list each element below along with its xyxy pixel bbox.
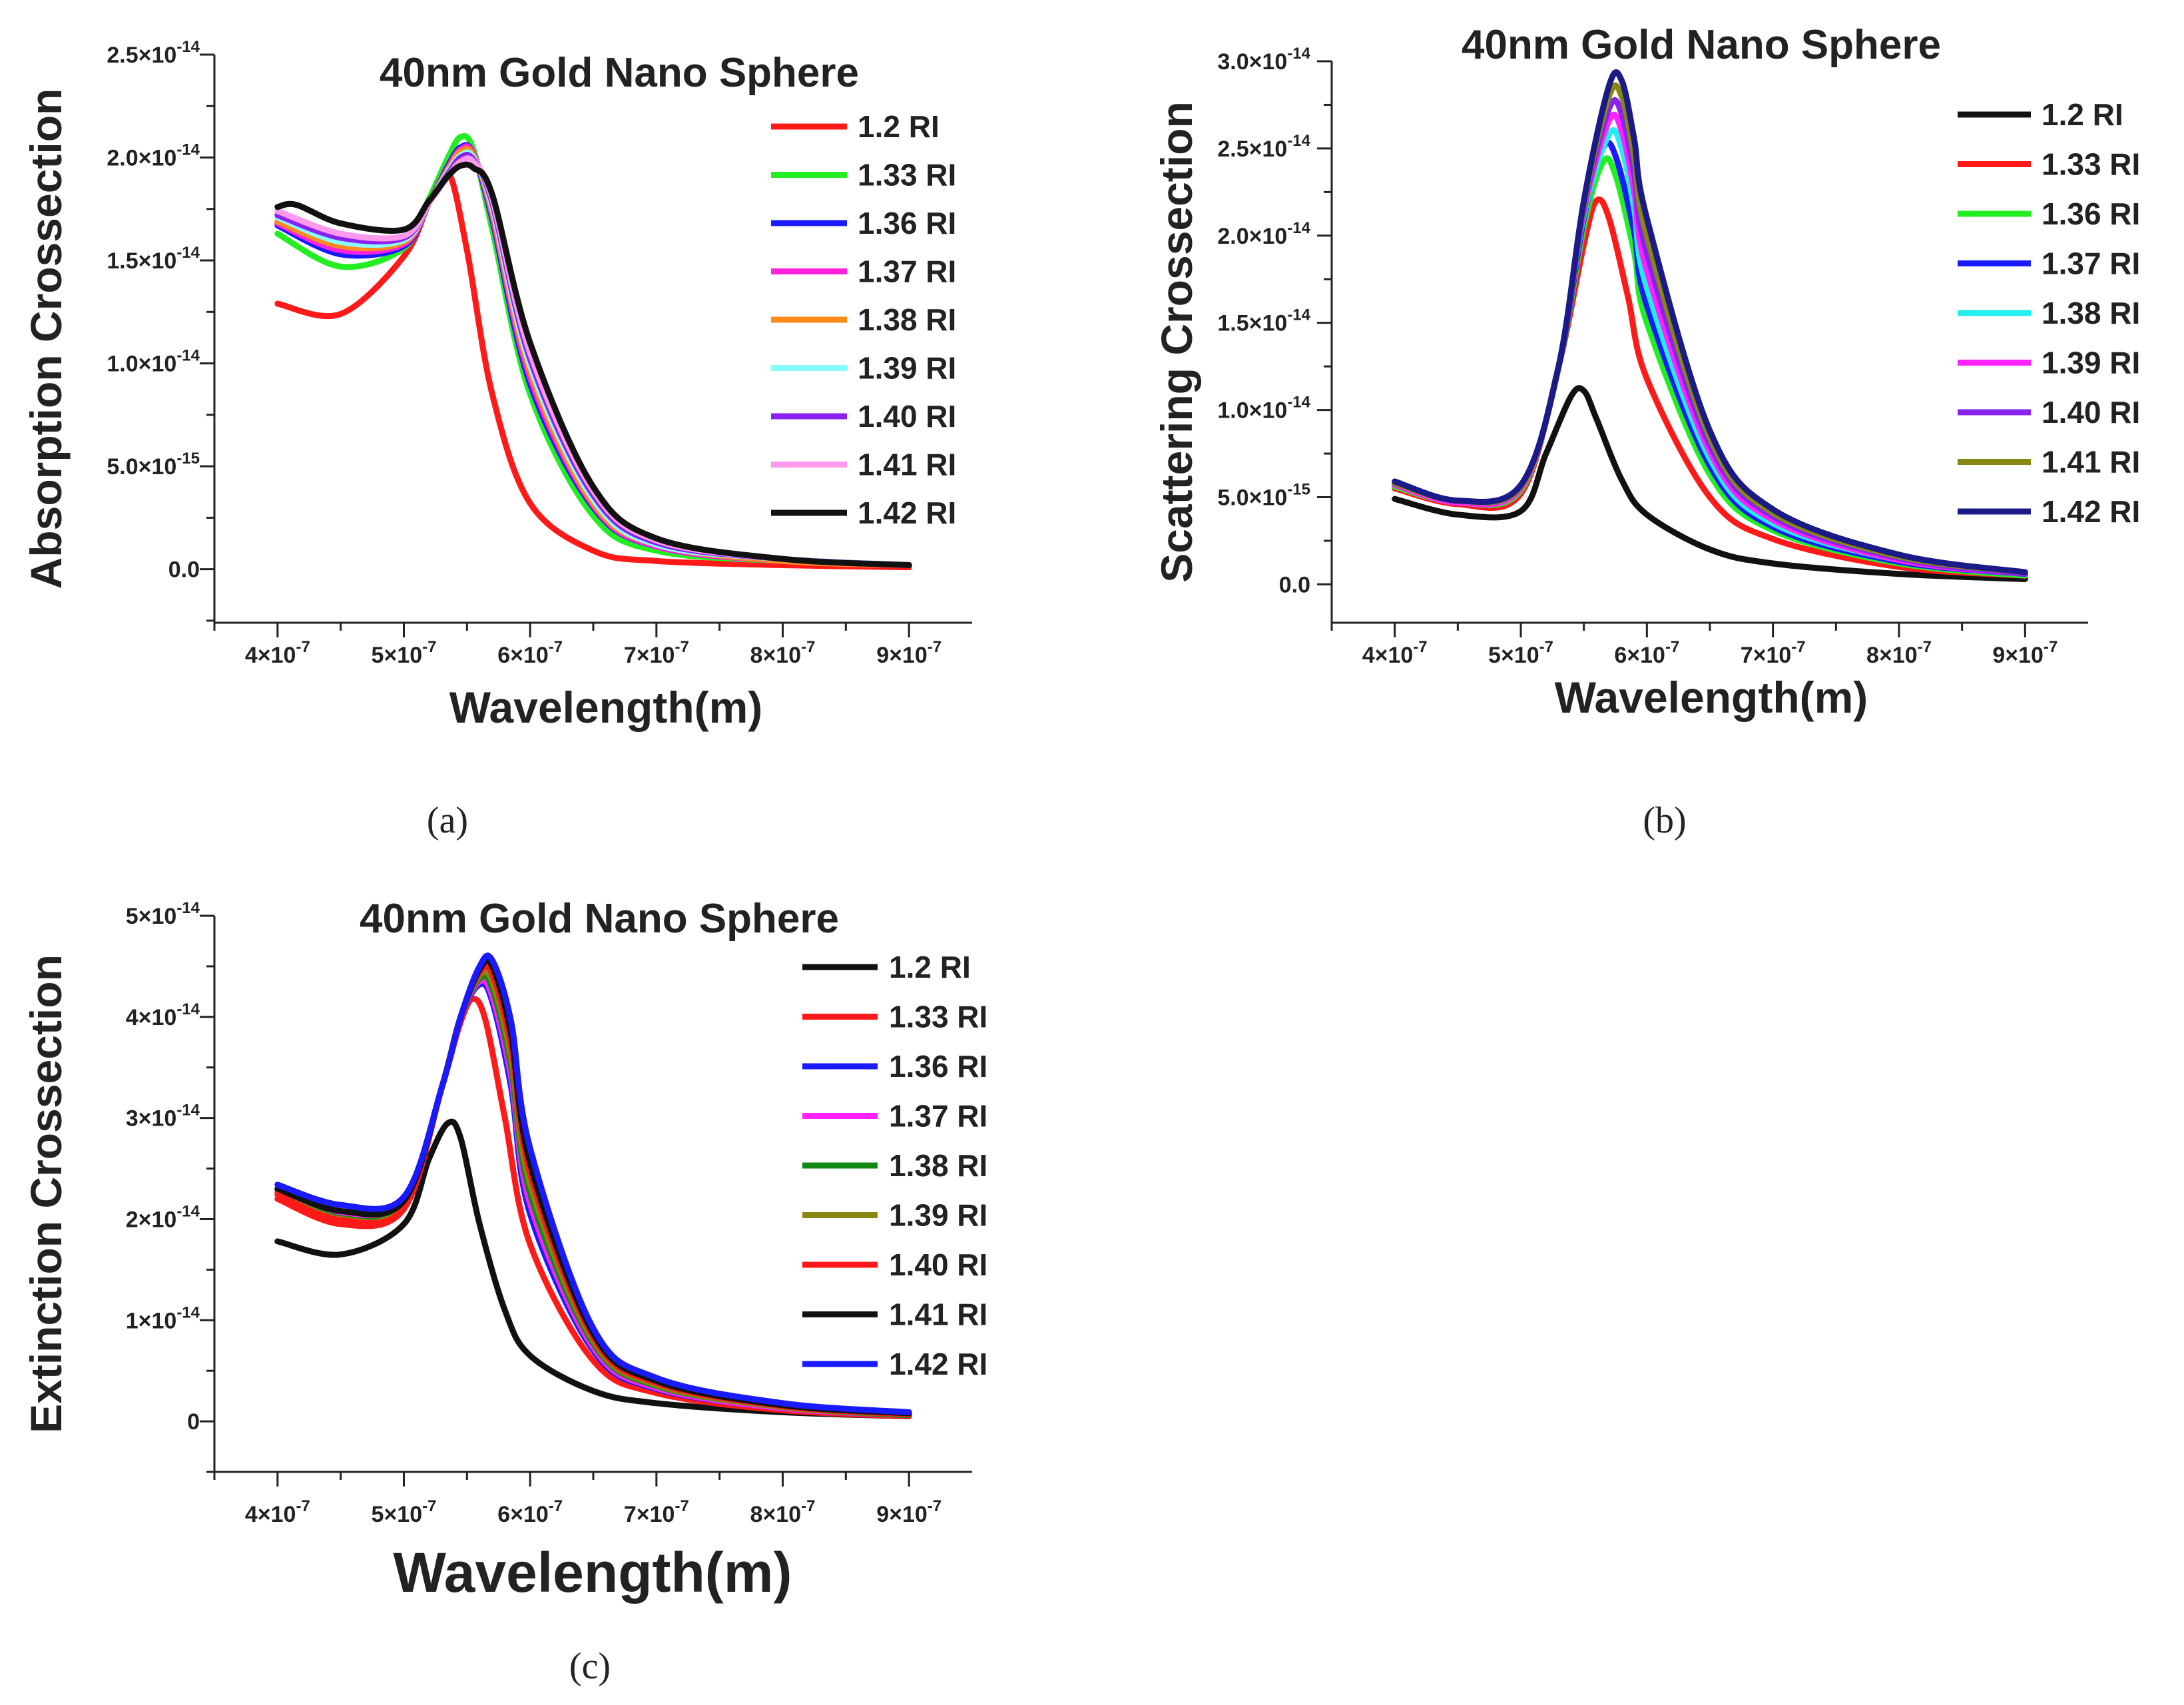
- y-axis-label: Extinction Crossection: [21, 954, 71, 1433]
- legend-label: 1.2 RI: [858, 109, 940, 144]
- panel-caption: (a): [427, 800, 468, 841]
- legend: 1.2 RI 1.33 RI 1.36 RI 1.37 RI 1.38 RI 1.39 R…: [771, 109, 956, 530]
- panel-caption: (c): [569, 1646, 611, 1687]
- x-axis-label: Wavelength(m): [449, 683, 763, 732]
- y-tick-label: 4×10-14: [126, 1000, 200, 1030]
- legend-label: 1.39 RI: [2042, 346, 2140, 380]
- legend-label: 1.36 RI: [2042, 196, 2140, 231]
- y-tick-label: 2×10-14: [126, 1202, 200, 1232]
- legend: 1.2 RI 1.33 RI 1.36 RI 1.37 RI 1.38 RI 1.39 R…: [802, 950, 987, 1381]
- x-tick-label: 6×10-7: [1614, 638, 1679, 668]
- legend-label: 1.42 RI: [2042, 494, 2140, 529]
- x-tick-label: 9×10-7: [876, 638, 942, 668]
- y-tick-label: 1.0×10-14: [107, 347, 200, 377]
- legend-label: 1.41 RI: [858, 448, 956, 482]
- x-tick-label: 5×10-7: [372, 638, 437, 668]
- legend-label: 1.39 RI: [889, 1198, 987, 1233]
- x-tick-label: 8×10-7: [750, 638, 816, 668]
- legend: 1.2 RI 1.33 RI 1.36 RI 1.37 RI 1.38 RI 1.39 R…: [1958, 97, 2140, 529]
- y-tick-label: 3×10-14: [126, 1102, 200, 1132]
- legend-label: 1.38 RI: [889, 1148, 987, 1183]
- x-tick-label: 8×10-7: [1866, 638, 1932, 668]
- legend-label: 1.37 RI: [2042, 246, 2140, 281]
- y-axis-label: Absorption Crossection: [21, 89, 71, 589]
- chart-title: 40nm Gold Nano Sphere: [1462, 22, 1941, 68]
- series-line-1_2-RI: [274, 167, 912, 571]
- x-tick-label: 6×10-7: [497, 1497, 563, 1527]
- legend-label: 1.33 RI: [2042, 147, 2140, 182]
- series-line-1_42-RI: [274, 161, 912, 568]
- legend-label: 1.33 RI: [889, 1000, 987, 1034]
- series-line-1_39-RI: [274, 149, 912, 568]
- y-tick-label: 1.5×10-14: [107, 244, 200, 274]
- x-axis-label: Wavelength(m): [394, 1541, 792, 1604]
- legend-label: 1.36 RI: [889, 1049, 987, 1084]
- series-line-1_2-RI: [274, 1118, 912, 1419]
- series-line-1_42-RI: [1392, 69, 2028, 575]
- y-tick-label: 0.0: [168, 557, 200, 583]
- chart-panel-2: 4×10-7 5×10-7 6×10-7 7×10-7 8×10-7 9×10-7 0.0 5…: [1152, 22, 2140, 841]
- y-tick-label: 2.0×10-14: [1217, 219, 1310, 249]
- legend-label: 1.38 RI: [2042, 296, 2140, 330]
- y-tick-label: 0: [187, 1409, 200, 1435]
- legend-label: 1.37 RI: [889, 1099, 987, 1134]
- series-line-1_2-RI: [1392, 385, 2028, 582]
- x-tick-label: 9×10-7: [1992, 638, 2057, 668]
- y-tick-label: 1.5×10-14: [1217, 306, 1310, 336]
- y-tick-label: 3.0×10-14: [1217, 45, 1310, 75]
- legend-label: 1.40 RI: [889, 1247, 987, 1282]
- x-tick-label: 7×10-7: [624, 638, 689, 668]
- series-line-1_37-RI: [274, 977, 912, 1419]
- y-tick-label: 5.0×10-15: [1217, 481, 1310, 511]
- y-tick-label: 1×10-14: [126, 1303, 200, 1333]
- x-tick-label: 8×10-7: [750, 1497, 816, 1527]
- x-tick-label: 7×10-7: [624, 1497, 689, 1527]
- y-tick-label: 2.5×10-14: [1217, 132, 1310, 162]
- x-tick-label: 5×10-7: [1488, 638, 1553, 668]
- legend-label: 1.39 RI: [858, 351, 956, 386]
- y-tick-label: 5×10-14: [126, 899, 200, 929]
- chart-panel-1: 4×10-7 5×10-7 6×10-7 7×10-7 8×10-7 9×10-7 0.0 5…: [21, 38, 972, 841]
- legend-label: 1.36 RI: [858, 206, 956, 240]
- y-tick-label: 0.0: [1279, 572, 1310, 597]
- legend-label: 1.41 RI: [889, 1297, 987, 1332]
- y-tick-label: 2.5×10-14: [107, 38, 200, 68]
- chart-title: 40nm Gold Nano Sphere: [380, 50, 859, 96]
- legend-label: 1.42 RI: [858, 496, 956, 530]
- y-tick-label: 5.0×10-15: [107, 450, 200, 480]
- series-line-1_36-RI: [1392, 155, 2028, 579]
- x-axis-label: Wavelength(m): [1555, 673, 1868, 722]
- series-line-1_42-RI: [274, 952, 912, 1415]
- y-tick-label: 1.0×10-14: [1217, 394, 1310, 424]
- legend-label: 1.41 RI: [2042, 445, 2140, 480]
- x-tick-label: 9×10-7: [876, 1497, 942, 1527]
- legend-label: 1.33 RI: [858, 158, 956, 192]
- legend-label: 1.42 RI: [889, 1347, 987, 1381]
- y-tick-label: 2.0×10-14: [107, 141, 200, 171]
- chart-title: 40nm Gold Nano Sphere: [360, 896, 839, 942]
- x-tick-label: 4×10-7: [1362, 638, 1428, 668]
- y-axis-label: Scattering Crossection: [1152, 101, 1201, 583]
- legend-label: 1.40 RI: [2042, 395, 2140, 430]
- legend-label: 1.37 RI: [858, 254, 956, 289]
- legend-label: 1.2 RI: [2042, 97, 2123, 132]
- x-tick-label: 4×10-7: [245, 638, 310, 668]
- x-tick-label: 7×10-7: [1741, 638, 1806, 668]
- x-tick-label: 5×10-7: [372, 1497, 437, 1527]
- legend-label: 1.38 RI: [858, 302, 956, 337]
- legend-label: 1.2 RI: [889, 950, 971, 984]
- x-tick-label: 4×10-7: [245, 1497, 310, 1527]
- legend-label: 1.40 RI: [858, 399, 956, 434]
- panel-caption: (b): [1643, 800, 1686, 841]
- chart-panel-3: 4×10-7 5×10-7 6×10-7 7×10-7 8×10-7 9×10-7 0 1×1…: [21, 896, 987, 1687]
- x-tick-label: 6×10-7: [497, 638, 563, 668]
